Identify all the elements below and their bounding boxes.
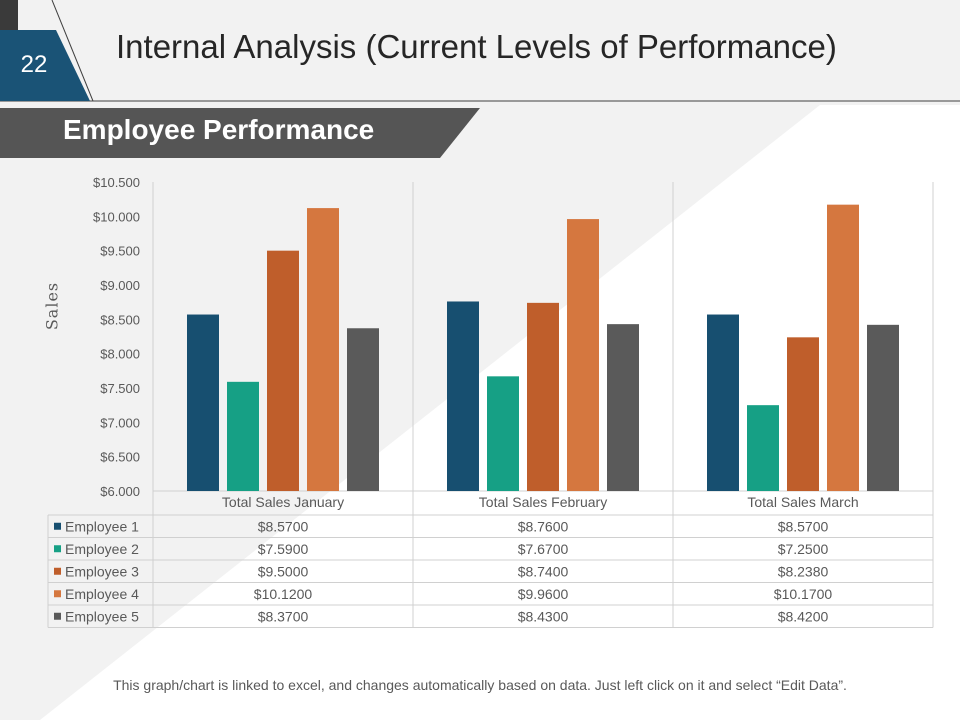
y-tick-label: $7.500 (100, 381, 140, 396)
y-tick-label: $8.000 (100, 347, 140, 362)
bar-1-1 (187, 314, 219, 491)
bar-4-3 (827, 204, 859, 491)
data-label: $8.4200 (778, 608, 829, 624)
legend-label: Employee 1 (65, 518, 139, 534)
y-tick-label: $7.000 (100, 415, 140, 430)
data-label: $10.1700 (774, 586, 833, 602)
data-label: $8.4300 (518, 608, 569, 624)
section-banner (0, 108, 480, 158)
legend-label: Employee 4 (65, 586, 139, 602)
bar-2-1 (227, 381, 259, 491)
bar-2-2 (487, 376, 519, 491)
x-tick-label: Total Sales January (222, 494, 344, 510)
data-label: $8.3700 (258, 608, 309, 624)
y-tick-label: $6.500 (100, 450, 140, 465)
bar-5-3 (867, 324, 899, 491)
corner-accent (0, 0, 18, 30)
bar-1-2 (447, 301, 479, 491)
data-label: $8.5700 (258, 518, 309, 534)
legend-key-5 (54, 612, 61, 620)
x-tick-label: Total Sales March (747, 494, 858, 510)
data-label: $7.2500 (778, 541, 829, 557)
data-label: $8.5700 (778, 518, 829, 534)
x-tick-label: Total Sales February (479, 494, 607, 510)
legend-label: Employee 3 (65, 563, 139, 579)
legend-key-2 (54, 545, 61, 553)
y-tick-label: $9.000 (100, 278, 140, 293)
data-label: $7.6700 (518, 541, 569, 557)
data-label: $8.7400 (518, 563, 569, 579)
badge-diagonal-line (51, 0, 94, 102)
legend-key-4 (54, 590, 61, 598)
bar-1-3 (707, 314, 739, 491)
data-label: $8.2380 (778, 563, 829, 579)
y-tick-label: $8.500 (100, 312, 140, 327)
bar-4-2 (567, 219, 599, 491)
section-title: Employee Performance (63, 114, 375, 145)
footer-note: This graph/chart is linked to excel, and… (113, 677, 847, 693)
bar-5-2 (607, 324, 639, 491)
bar-3-3 (787, 337, 819, 491)
y-tick-label: $10.500 (93, 175, 140, 190)
legend-label: Employee 5 (65, 608, 139, 624)
slide-number: 22 (20, 51, 48, 78)
y-tick-label: $6.000 (100, 484, 140, 499)
bar-2-3 (747, 405, 779, 491)
legend-key-3 (54, 567, 61, 575)
legend-label: Employee 2 (65, 541, 139, 557)
y-tick-label: $9.500 (100, 244, 140, 259)
bar-5-1 (347, 328, 379, 491)
y-tick-label: $10.000 (93, 209, 140, 224)
bar-3-1 (267, 250, 299, 491)
bar-3-2 (527, 302, 559, 491)
data-label: $10.1200 (254, 586, 313, 602)
slide-title: Internal Analysis (Current Levels of Per… (116, 28, 837, 65)
data-label: $8.7600 (518, 518, 569, 534)
data-label: $9.5000 (258, 563, 309, 579)
slide-number-badge (0, 30, 90, 101)
legend-key-1 (54, 522, 61, 530)
data-label: $7.5900 (258, 541, 309, 557)
data-label: $9.9600 (518, 586, 569, 602)
bar-4-1 (307, 208, 339, 492)
